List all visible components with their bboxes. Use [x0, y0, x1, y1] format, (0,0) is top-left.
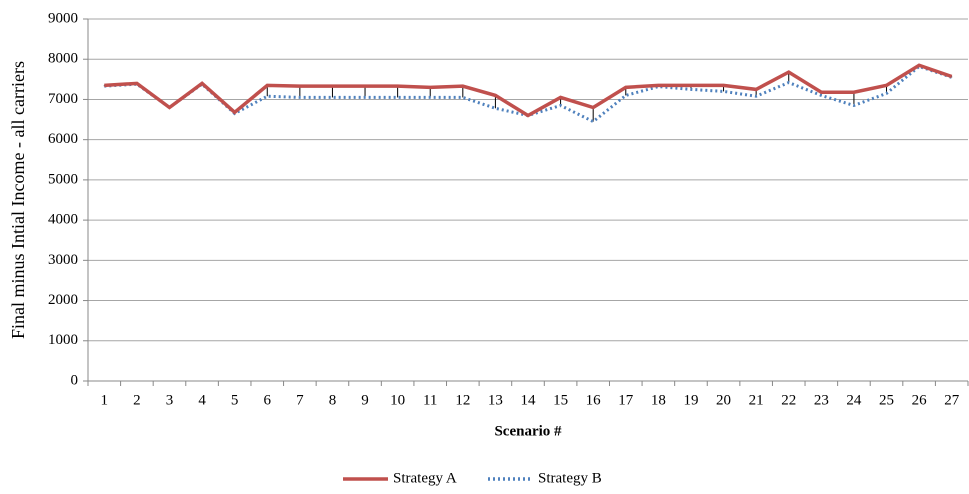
x-tick-label: 3	[166, 392, 174, 408]
y-tick-label: 1000	[48, 332, 78, 348]
legend-label: Strategy B	[538, 470, 602, 486]
x-tick-label: 1	[101, 392, 109, 408]
x-tick-label: 7	[296, 392, 304, 408]
x-tick-label: 5	[231, 392, 239, 408]
x-tick-label: 27	[944, 392, 960, 408]
x-tick-label: 15	[553, 392, 568, 408]
x-tick-label: 22	[781, 392, 796, 408]
x-tick-label: 14	[521, 392, 537, 408]
x-tick-label: 20	[716, 392, 731, 408]
y-tick-label: 3000	[48, 252, 78, 268]
x-tick-label: 2	[133, 392, 141, 408]
y-tick-label: 2000	[48, 292, 78, 308]
x-tick-label: 17	[618, 392, 634, 408]
y-tick-label: 8000	[48, 51, 78, 67]
x-tick-label: 6	[264, 392, 272, 408]
y-tick-label: 6000	[48, 131, 78, 147]
y-tick-label: 0	[71, 372, 79, 388]
x-tick-label: 10	[390, 392, 405, 408]
x-tick-label: 21	[749, 392, 764, 408]
y-tick-label: 7000	[48, 91, 78, 107]
x-tick-label: 13	[488, 392, 503, 408]
x-tick-label: 26	[912, 392, 928, 408]
x-tick-label: 23	[814, 392, 829, 408]
y-tick-label: 5000	[48, 171, 78, 187]
x-axis-title: Scenario #	[494, 423, 562, 439]
legend-label: Strategy A	[393, 470, 457, 486]
x-tick-label: 16	[586, 392, 602, 408]
x-tick-label: 25	[879, 392, 894, 408]
y-axis-title: Final minus Intial Income - all carriers	[8, 61, 28, 339]
x-tick-label: 9	[361, 392, 369, 408]
x-tick-label: 18	[651, 392, 666, 408]
x-tick-label: 4	[198, 392, 206, 408]
x-tick-label: 19	[683, 392, 698, 408]
y-tick-label: 4000	[48, 212, 78, 228]
y-tick-label: 9000	[48, 10, 78, 26]
x-tick-label: 11	[423, 392, 437, 408]
x-tick-label: 8	[329, 392, 337, 408]
series-line	[104, 64, 953, 124]
series-line	[104, 63, 953, 118]
x-tick-label: 12	[455, 392, 470, 408]
x-tick-label: 24	[846, 392, 862, 408]
